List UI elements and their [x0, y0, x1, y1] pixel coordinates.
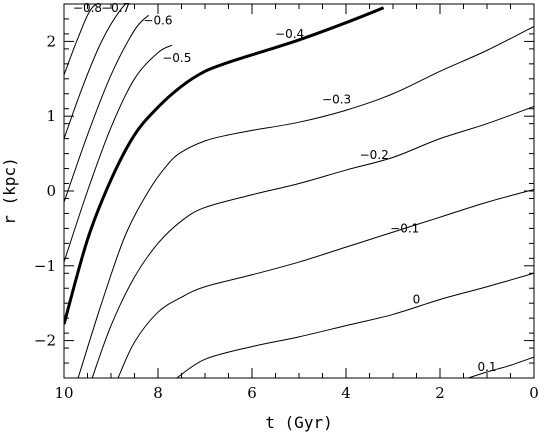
x-tick-label: 2 — [435, 384, 445, 402]
contour-line-0 — [64, 4, 97, 76]
y-axis-label: r (kpc) — [0, 157, 19, 224]
y-tick-label: −2 — [34, 332, 56, 350]
contour-label-9: 0.1 — [477, 360, 496, 374]
contour-line-9 — [468, 356, 534, 378]
contour-line-2 — [64, 14, 149, 203]
contour-label-8: 0 — [413, 292, 421, 306]
contour-label-6: −0.2 — [360, 148, 389, 162]
x-axis-label: t (Gyr) — [265, 413, 332, 432]
y-tick-label: 0 — [46, 182, 56, 200]
y-tick-label: −1 — [34, 257, 56, 275]
contour-curves — [64, 4, 534, 378]
contour-label-3: −0.5 — [162, 51, 191, 65]
x-tick-label: 10 — [54, 384, 73, 402]
contour-line-1 — [64, 4, 127, 139]
contour-line-6 — [91, 106, 534, 378]
contour-line-4 — [64, 6, 385, 325]
contour-label-0: −0.8 — [73, 1, 102, 15]
y-tick-label: 2 — [46, 32, 56, 50]
contour-line-3 — [64, 44, 173, 263]
contour-label-7: −0.1 — [390, 221, 419, 235]
contour-line-8 — [176, 272, 534, 378]
contour-line-5 — [77, 25, 534, 378]
contour-label-5: −0.3 — [322, 93, 351, 107]
plot-frame — [63, 3, 535, 379]
x-tick-label: 6 — [247, 384, 257, 402]
x-tick-label: 0 — [529, 384, 539, 402]
x-tick-label: 8 — [153, 384, 163, 402]
y-tick-label: 1 — [46, 107, 56, 125]
ticks — [63, 3, 535, 379]
contour-line-7 — [117, 189, 534, 378]
contour-label-4: −0.4 — [275, 27, 304, 41]
contour-labels: −0.8 −0.7 −0.6 −0.5 −0.4 −0.3 −0.2 −0.1 0 0.1 — [73, 1, 497, 374]
x-tick-label: 4 — [341, 384, 351, 402]
contour-label-2: −0.6 — [143, 13, 172, 27]
contour-label-1: −0.7 — [101, 1, 130, 15]
